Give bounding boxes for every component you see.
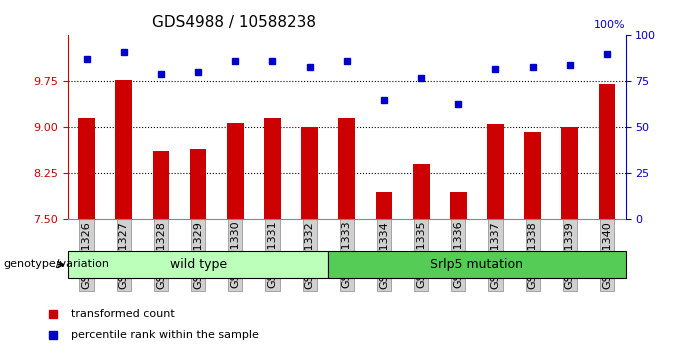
Text: Srlp5 mutation: Srlp5 mutation <box>430 258 524 271</box>
Text: wild type: wild type <box>169 258 226 271</box>
Bar <box>264 118 281 219</box>
Bar <box>328 251 626 278</box>
Text: percentile rank within the sample: percentile rank within the sample <box>71 330 259 341</box>
Bar <box>152 151 169 219</box>
Text: genotype/variation: genotype/variation <box>3 259 109 269</box>
Bar <box>598 85 615 219</box>
Bar <box>190 149 207 219</box>
Bar <box>301 127 318 219</box>
Bar <box>78 118 95 219</box>
Bar <box>413 164 430 219</box>
Bar <box>524 132 541 219</box>
Text: transformed count: transformed count <box>71 309 175 319</box>
Text: 100%: 100% <box>594 20 626 30</box>
Bar <box>487 124 504 219</box>
Bar <box>227 123 243 219</box>
Bar <box>339 118 355 219</box>
Text: GDS4988 / 10588238: GDS4988 / 10588238 <box>152 15 316 30</box>
Bar <box>450 192 466 219</box>
Bar <box>116 80 132 219</box>
Bar <box>375 192 392 219</box>
Bar <box>562 127 578 219</box>
Bar <box>68 251 328 278</box>
